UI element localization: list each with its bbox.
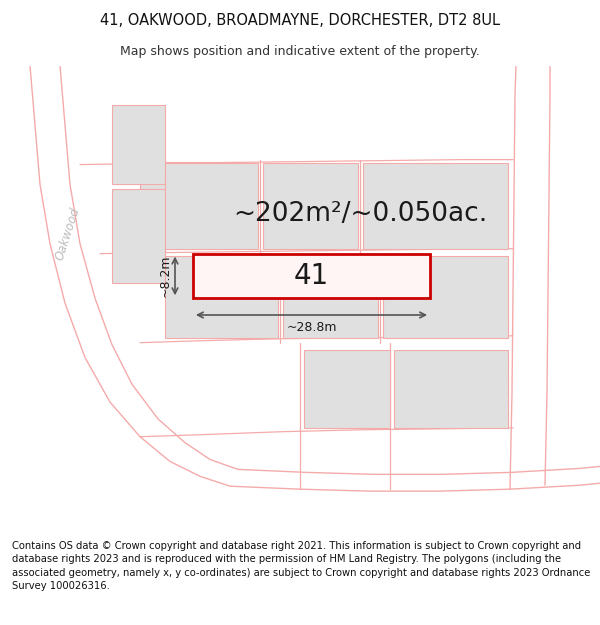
Text: 41: 41 <box>294 262 329 290</box>
Polygon shape <box>112 105 165 184</box>
Polygon shape <box>165 162 258 249</box>
Polygon shape <box>383 256 508 338</box>
Text: Oakwood: Oakwood <box>53 206 83 262</box>
Polygon shape <box>283 256 378 338</box>
Text: ~202m²/~0.050ac.: ~202m²/~0.050ac. <box>233 201 487 227</box>
Polygon shape <box>304 349 390 428</box>
Polygon shape <box>263 162 358 249</box>
Polygon shape <box>140 162 238 249</box>
Text: 41, OAKWOOD, BROADMAYNE, DORCHESTER, DT2 8UL: 41, OAKWOOD, BROADMAYNE, DORCHESTER, DT2… <box>100 13 500 28</box>
Text: Map shows position and indicative extent of the property.: Map shows position and indicative extent… <box>120 46 480 58</box>
Text: Contains OS data © Crown copyright and database right 2021. This information is : Contains OS data © Crown copyright and d… <box>12 541 590 591</box>
Text: ~8.2m: ~8.2m <box>159 254 172 297</box>
Polygon shape <box>363 162 508 249</box>
Polygon shape <box>112 189 165 283</box>
Polygon shape <box>394 349 508 428</box>
Polygon shape <box>193 254 430 298</box>
Text: ~28.8m: ~28.8m <box>286 321 337 334</box>
Polygon shape <box>165 256 278 338</box>
